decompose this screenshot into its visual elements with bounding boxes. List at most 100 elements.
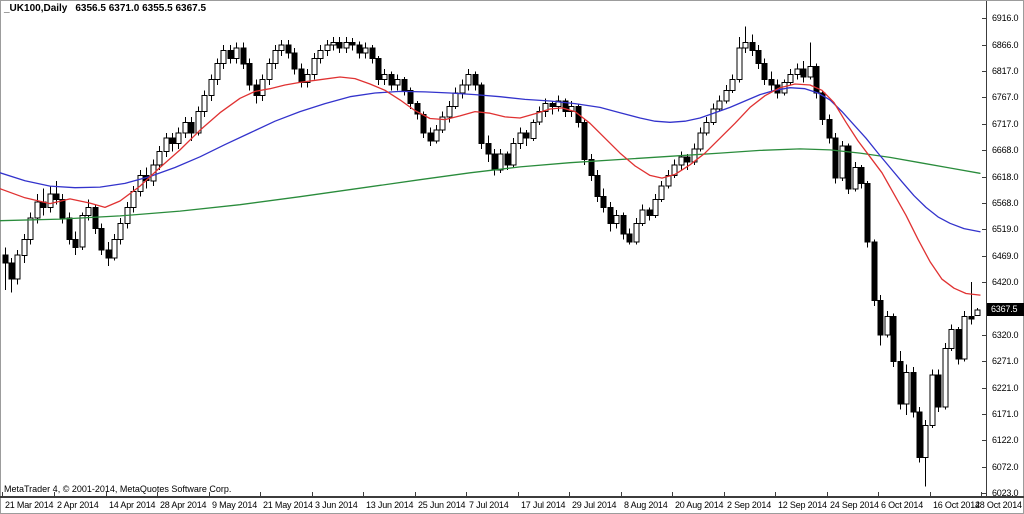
candle-body (34, 201, 41, 219)
candle-body (433, 129, 440, 142)
chart-title: _UK100,Daily 6356.5 6371.0 6355.5 6367.5 (4, 3, 206, 14)
candle-body (53, 193, 60, 200)
candle-body (240, 47, 247, 65)
candle-body (897, 361, 904, 405)
candle-body (562, 100, 569, 113)
candle-body (665, 174, 672, 187)
candle-body (266, 63, 273, 81)
candle-body (749, 42, 756, 51)
time-axis-label: 2 Apr 2014 (57, 500, 99, 510)
price-axis-label: 6023.0 (992, 488, 1019, 498)
candle-body (968, 315, 975, 320)
medium-ma-blue (0, 87, 981, 233)
candle-body (246, 63, 253, 86)
candle-body (626, 233, 633, 243)
candle-body (407, 89, 414, 105)
candle-body (974, 309, 981, 317)
price-axis-label: 6271.0 (992, 356, 1019, 366)
price-axis-label: 6717.0 (992, 119, 1019, 129)
price-axis-label: 6072.0 (992, 462, 1019, 472)
price-axis-label: 6866.0 (992, 40, 1019, 50)
symbol-period-label: _UK100,Daily (4, 3, 68, 14)
candle-body (910, 371, 917, 413)
candle-body (169, 137, 176, 144)
time-axis-label: 20 Aug 2014 (675, 500, 724, 510)
candle-body (613, 214, 620, 224)
candle-body (864, 182, 871, 243)
candle-body (349, 42, 356, 46)
candle-body (646, 209, 653, 216)
candle-body (742, 42, 749, 49)
candle-body (459, 84, 466, 94)
candle-body (755, 49, 762, 65)
candle-body (188, 121, 195, 134)
candle-body (285, 44, 292, 54)
candle-body (311, 57, 318, 75)
candle-body (549, 103, 556, 107)
candle-body (890, 315, 897, 363)
candle-body (208, 79, 215, 97)
candle-body (259, 79, 266, 97)
candle-body (671, 164, 678, 176)
price-axis-label: 6668.0 (992, 145, 1019, 155)
candle-body (639, 209, 646, 224)
candle-body (710, 108, 717, 123)
candle-body (420, 113, 427, 134)
candle-body (703, 121, 710, 134)
time-axis-label: 12 Sep 2014 (778, 500, 827, 510)
candle-body (839, 145, 846, 179)
price-axis-label: 6519.0 (992, 224, 1019, 234)
candle-body (530, 121, 537, 139)
candle-body (98, 228, 105, 251)
price-axis-label: 6122.0 (992, 435, 1019, 445)
candle-body (446, 105, 453, 118)
candle-body (388, 73, 395, 86)
candle-body (27, 217, 34, 240)
candle-body (607, 206, 614, 224)
candle-body (961, 315, 968, 360)
time-axis-label: 28 Apr 2014 (160, 500, 207, 510)
candle-body (195, 111, 202, 134)
time-axis-label: 9 May 2014 (212, 500, 258, 510)
candle-body (117, 222, 124, 240)
candle-body (871, 241, 878, 301)
candle-body (794, 68, 801, 75)
candle-body (684, 156, 691, 163)
price-axis-label: 6420.0 (992, 277, 1019, 287)
candle-body (214, 63, 221, 81)
candle-body (555, 100, 562, 107)
candle-body (523, 132, 530, 139)
candle-body (72, 238, 79, 248)
time-axis-label: 24 Sep 2014 (830, 500, 879, 510)
candle-body (330, 42, 337, 46)
candle-body (517, 132, 524, 144)
copyright-text: MetaTrader 4, © 2001-2014, MetaQuotes So… (4, 484, 232, 494)
candle-body (369, 47, 376, 59)
candle-body (47, 193, 54, 208)
candle-body (304, 73, 311, 83)
candle-body (581, 121, 588, 161)
price-axis-label: 6817.0 (992, 66, 1019, 76)
time-axis-label: 25 Jun 2014 (418, 500, 466, 510)
candle-body (272, 49, 279, 65)
candle-body (633, 222, 640, 243)
candle-body (504, 153, 511, 166)
candle-body (935, 374, 942, 408)
time-axis-label: 3 Jun 2014 (315, 500, 358, 510)
candle-body (163, 137, 170, 152)
candle-body (697, 132, 704, 150)
candle-body (729, 79, 736, 91)
candle-body (92, 206, 99, 230)
candle-body (394, 79, 401, 86)
price-axis-label: 6568.0 (992, 198, 1019, 208)
time-axis-label: 21 May 2014 (263, 500, 313, 510)
candle-body (942, 347, 949, 408)
candle-body (401, 79, 408, 91)
candle-body (678, 156, 685, 166)
candle-body (658, 185, 665, 200)
time-axis-label: 14 Apr 2014 (109, 500, 156, 510)
candle-body (832, 137, 839, 179)
candle-body (291, 52, 298, 70)
